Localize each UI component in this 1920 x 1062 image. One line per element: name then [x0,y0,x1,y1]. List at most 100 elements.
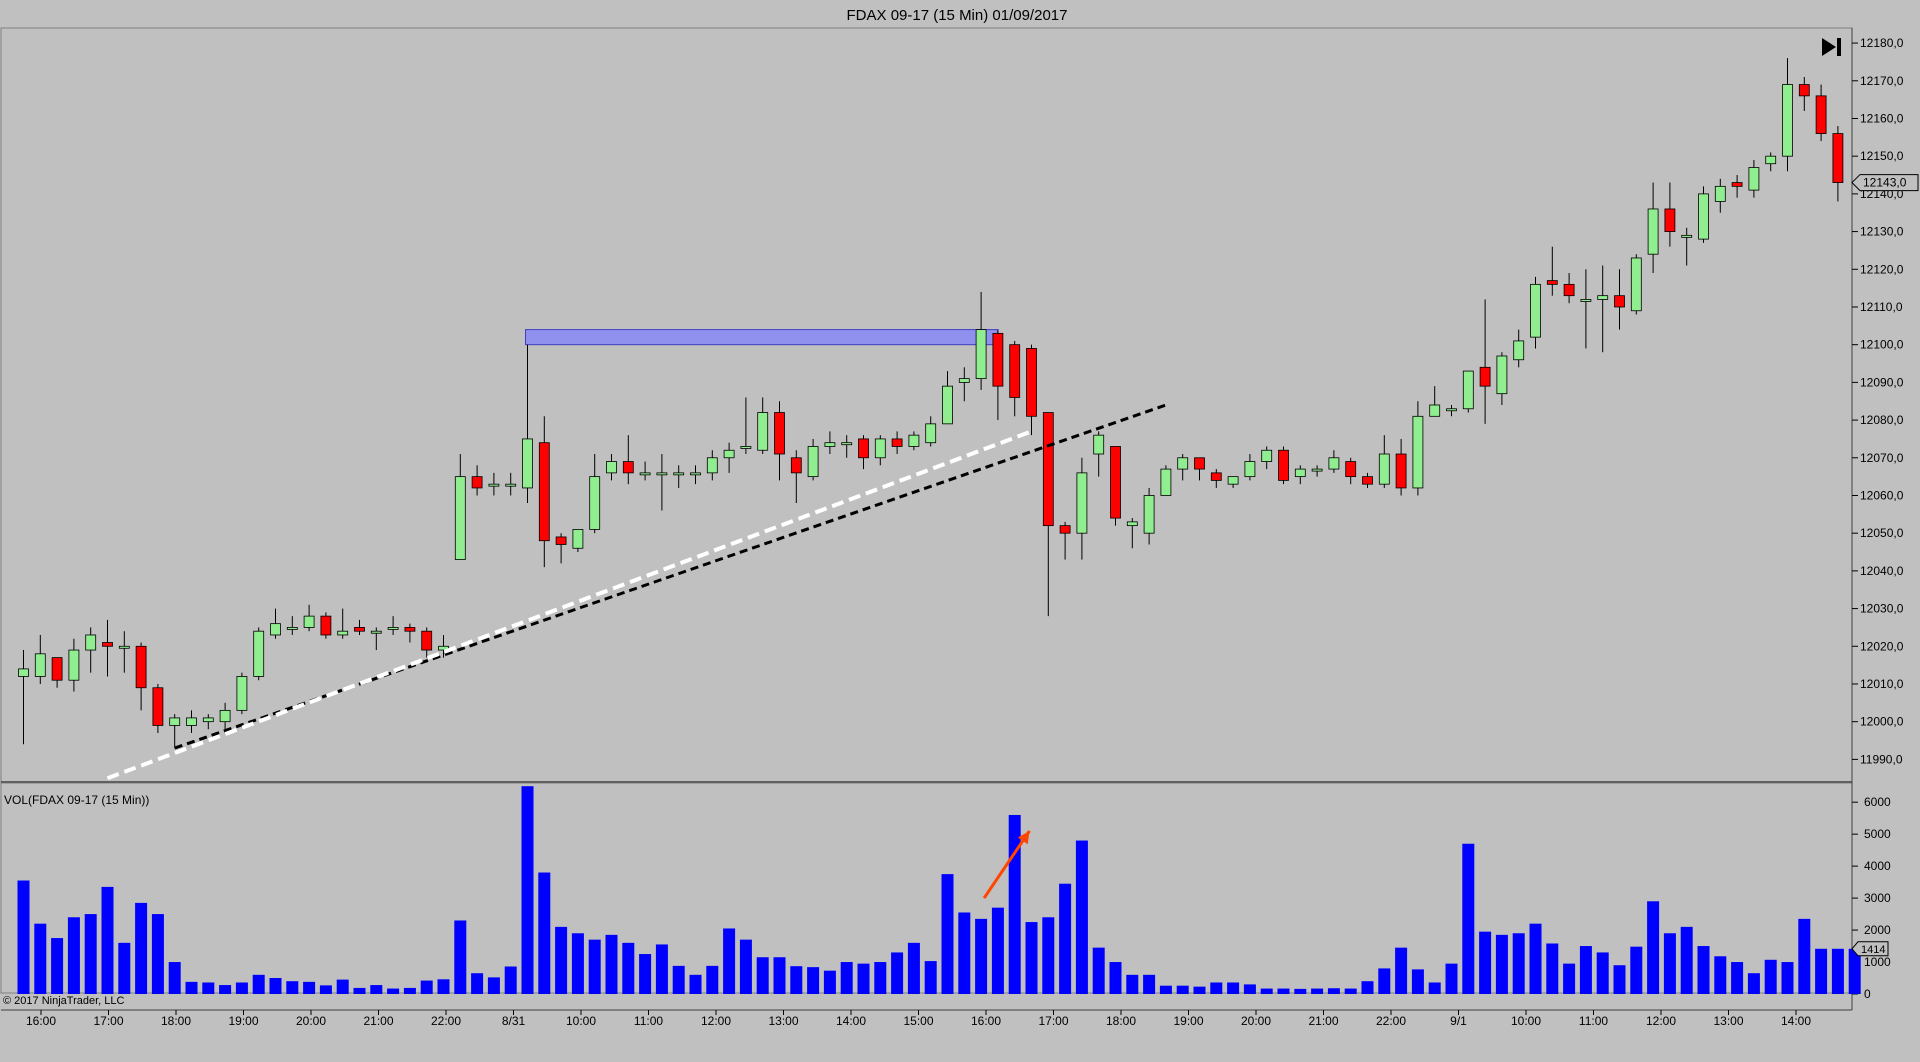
candle [1597,265,1609,353]
time-tick-label: 19:00 [228,1014,258,1028]
candle-body-up [169,717,181,726]
time-tick-label: 18:00 [161,1014,191,1028]
candle [790,450,802,504]
candle [1278,446,1289,485]
volume-bar [1815,948,1828,994]
candle-body-up [1597,295,1609,300]
volume-bar [874,962,887,994]
volume-bar [739,939,752,994]
candle [236,672,248,715]
candle [1714,178,1726,213]
candle [522,344,533,504]
volume-bar [269,978,282,994]
candle [774,401,785,481]
candle-body-up [1630,257,1642,312]
resistance-rectangle[interactable] [525,329,999,346]
volume-bar [84,914,97,994]
candle-body-up [85,634,97,651]
candle [1412,401,1424,496]
candle [1194,457,1205,481]
volume-bar [151,914,164,994]
candle [1782,58,1793,172]
candle [253,627,265,681]
candle-body-up [1093,434,1105,455]
price-tick-label: 12030,0 [1860,602,1904,616]
volume-bar [353,987,366,994]
candle [118,631,130,673]
volume-tick-label: 3000 [1864,891,1891,905]
volume-tick-label: 0 [1864,987,1871,1001]
candle [1362,472,1373,488]
price-tick-label: 12170,0 [1860,74,1904,88]
volume-bar [991,907,1004,994]
volume-bar [420,980,433,994]
candle [555,533,567,564]
candle-body-down [1832,133,1844,183]
candle [690,465,701,485]
candle-body-down [1798,84,1810,97]
candle [1698,186,1709,243]
candle [1093,431,1105,477]
trendline-white-dashed[interactable] [106,429,1033,781]
candle-body-up [219,709,231,723]
volume-bar [756,957,769,994]
candle-body-down [102,642,113,647]
candle [1765,152,1777,172]
trendline-black-dashed[interactable] [174,403,1167,750]
candle-body-up [807,446,819,478]
candle-body-up [387,627,399,630]
last-price-box [1851,174,1919,192]
candle-body-down [891,438,903,447]
candle-body-up [34,653,46,677]
volume-bar [1327,988,1340,994]
scroll-to-end-icon[interactable] [1822,38,1841,56]
volume-bar [1126,974,1139,994]
volume-bar [101,886,114,994]
candle-body-up [740,446,752,449]
volume-arrow-shaft[interactable] [982,830,1031,899]
candle [1395,438,1407,496]
candle [1664,182,1676,247]
volume-bar [1731,962,1744,994]
arrow-annotation-layer [982,830,1031,899]
volume-bar [1243,984,1256,994]
candle [1076,457,1088,560]
candle [1160,465,1172,496]
candle [639,461,651,481]
volume-bar [454,920,467,994]
candle [286,616,298,635]
candle-body-down [1395,453,1407,489]
price-tick-label: 12090,0 [1860,375,1904,389]
candle-body-down [1563,283,1575,297]
candle-body-down [354,627,365,632]
candle-body-down [1110,446,1121,519]
candle [102,619,113,677]
last-volume-box [1851,941,1889,957]
volume-bar [891,952,904,994]
candle-body-up [1311,468,1323,472]
volume-bar [67,917,80,994]
volume-bar [1647,901,1660,994]
candle-body-up [202,717,214,723]
price-tick-label: 12010,0 [1860,677,1904,691]
candle [320,612,332,639]
candle-body-down [152,687,164,726]
candle-body-down [1042,412,1054,527]
volume-bar [1378,968,1391,994]
trendline-layer [106,403,1167,781]
candle [908,431,920,451]
volume-bar [958,912,971,994]
volume-bar [1462,843,1475,994]
candle [589,454,601,534]
volume-bar [403,987,416,994]
candle [152,683,164,733]
candle-body-up [370,630,382,634]
candle [169,714,181,749]
candle-body-up [1513,340,1525,361]
candle-body-down [555,536,567,545]
copyright-text: © 2017 NinjaTrader, LLC [3,995,124,1007]
candle-body-up [1378,453,1390,485]
candle-body-up [1446,408,1457,412]
candle [1026,344,1037,436]
